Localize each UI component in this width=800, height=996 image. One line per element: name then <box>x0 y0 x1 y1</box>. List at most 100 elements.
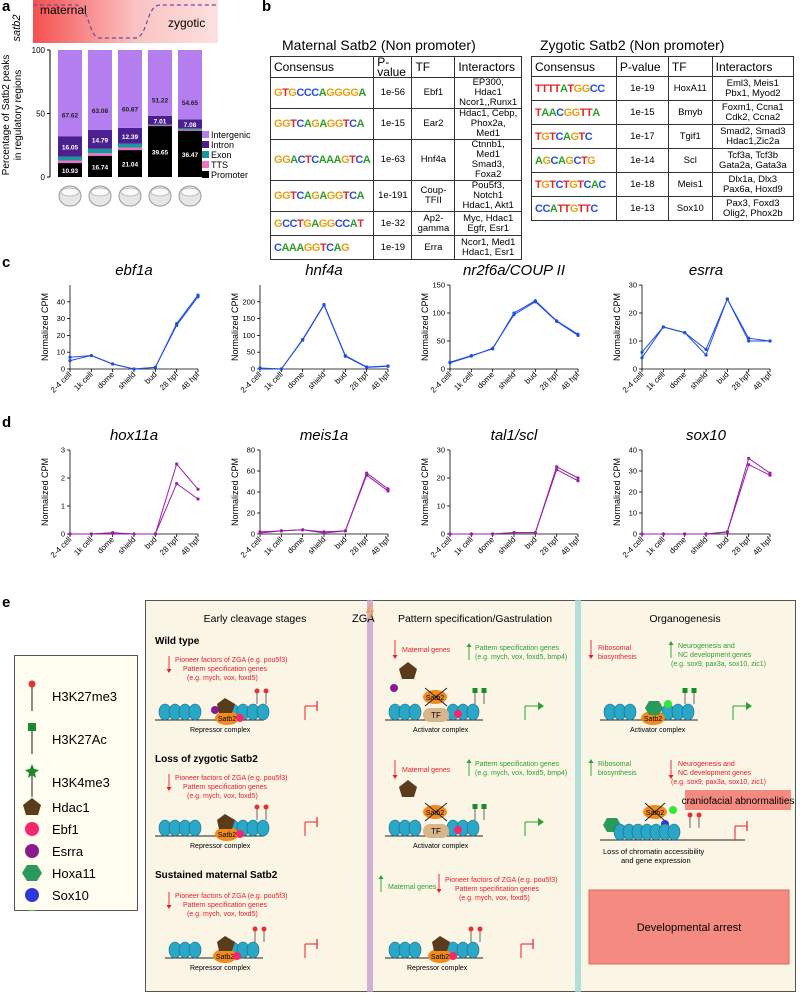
x-tick-label: shield <box>116 535 137 556</box>
p-value: 1e-13 <box>616 197 668 221</box>
legend-swatch <box>202 161 209 168</box>
legend-label: Esrra <box>52 844 84 859</box>
data-point <box>534 531 537 534</box>
legend-label: Exon <box>211 150 232 160</box>
nucleosome-icon <box>189 942 201 958</box>
data-point <box>640 351 643 354</box>
table-header: Interactors <box>455 57 522 78</box>
nucleosome-icon <box>467 704 479 720</box>
neuro-text: NC development genes <box>678 770 752 777</box>
x-tick-label: dome <box>476 370 497 391</box>
loss-text: and gene expression <box>621 856 691 865</box>
x-tick-label: 48 hpf <box>751 535 774 558</box>
bar-segment-tts <box>148 125 172 126</box>
hoxa11-hexagon-icon <box>22 865 42 881</box>
y-tick-label: 40 <box>629 446 637 455</box>
data-point <box>386 365 389 368</box>
legend-label: TTS <box>211 160 228 170</box>
data-point <box>154 366 157 369</box>
repressor-complex-label: Repressor complex <box>190 965 251 972</box>
legend-swatch <box>202 141 209 148</box>
nucleosome-icon <box>624 704 636 720</box>
intron-value: 14.79 <box>92 137 109 144</box>
intron-value: 12.39 <box>122 134 139 141</box>
h3k27me3-mark-icon <box>469 927 474 932</box>
y-axis-label: Normalized CPM <box>612 293 622 361</box>
data-point <box>68 532 71 535</box>
loss-text: Loss of chromatin accessibility <box>603 847 705 856</box>
legend-label: H3K27Ac <box>52 732 107 747</box>
x-tick-label: 1k cell <box>452 370 475 393</box>
x-tick-label: 28 hpf <box>730 370 753 393</box>
table-row: GGTCAGAGGTCA 1e-191 Coup-TFII Pou5f3, Notch… <box>271 181 522 212</box>
maternal-genes-text: Maternal genes <box>402 647 451 654</box>
down-arrow <box>167 669 172 673</box>
data-point <box>470 355 473 358</box>
p-value: 1e-15 <box>374 109 412 140</box>
data-point <box>768 339 771 342</box>
nucleosome-icon <box>257 820 269 836</box>
h3k27me3-mark-icon <box>264 805 269 810</box>
satb2-label: Satb2 <box>216 954 234 961</box>
consensus-motif-logo: TTTTATGGCC <box>532 77 617 101</box>
x-tick-label: dome <box>668 370 689 391</box>
h3k27ac-mark-icon <box>473 688 478 693</box>
y-tick-label: 30 <box>57 314 65 323</box>
intron-value: 7.01 <box>154 118 167 125</box>
repressor-complex-label: Repressor complex <box>407 965 468 972</box>
data-point <box>175 462 178 465</box>
y-tick-label: 80 <box>247 446 255 455</box>
esrra-circle-icon <box>25 844 39 858</box>
bar-segment-tts <box>118 148 142 151</box>
consensus-motif-logo: GTGCCCAGGGGA <box>271 78 374 109</box>
interactors: Dlx1a, Dlx3 Pax6a, Hoxd9 <box>712 173 793 197</box>
data-point <box>68 359 71 362</box>
h3k27me3-mark-icon <box>478 927 483 932</box>
table-header: P-value <box>616 57 668 77</box>
data-point <box>154 532 157 535</box>
maternal-genes-text: Maternal genes <box>388 884 437 891</box>
y-tick-label: 10 <box>629 509 637 518</box>
consensus-motif-logo: AGCAGCTG <box>532 149 617 173</box>
intron-value: 7.08 <box>184 122 197 129</box>
intron-value: 16.05 <box>62 144 79 151</box>
p-value: 1e-32 <box>374 212 412 236</box>
hdac1-pentagon-icon <box>23 798 41 815</box>
data-point <box>448 532 451 535</box>
h3k27ac-mark-icon <box>683 688 688 693</box>
x-tick-label: 28 hpf <box>158 535 181 558</box>
activation-arrow <box>538 818 544 826</box>
y-tick-label: 30 <box>629 467 637 476</box>
maternal-genes-text: Maternal genes <box>402 767 451 774</box>
h3k27me3-mark-icon <box>688 813 693 818</box>
data-point <box>683 532 686 535</box>
p-value: 1e-191 <box>374 181 412 212</box>
consensus-motif-logo: CCATTGTTC <box>532 197 617 221</box>
pioneer-text: Pattern specification genes <box>455 886 540 893</box>
neuro-text: Neurogenesis and <box>678 761 735 768</box>
x-tick-label: dome <box>476 535 497 556</box>
data-point <box>365 474 368 477</box>
p-value: 1e-15 <box>616 101 668 125</box>
x-tick-label: bud <box>333 370 349 386</box>
y-axis-label: Normalized CPM <box>420 458 430 526</box>
column-title: Pattern specification/Gastrulation <box>398 613 552 625</box>
x-tick-label: 1k cell <box>262 370 285 393</box>
data-point <box>90 532 93 535</box>
y-tick-label: 3 <box>61 446 65 455</box>
tf-label: TF <box>431 711 441 720</box>
consensus-motif-logo: TAACGGTTA <box>532 101 617 125</box>
satb2-label: Satb2 <box>646 810 664 817</box>
intergenic-value: 51.22 <box>152 97 169 104</box>
organogenesis-divider <box>575 600 581 992</box>
y-tick-label: 50 <box>247 348 255 357</box>
table-row: GTGCCCAGGGGA 1e-56 Ebf1 EP300, Hdac1 Ncor1,,… <box>271 78 522 109</box>
data-point <box>683 331 686 334</box>
series-line <box>260 305 388 369</box>
legend-label: Tgif1 <box>52 910 81 911</box>
x-tick-label: 1k cell <box>262 535 285 558</box>
pioneer-text: (e.g. mych, vox, foxd5) <box>187 911 258 918</box>
x-tick-label: 1k cell <box>452 535 475 558</box>
x-tick-label: bud <box>715 535 731 551</box>
pioneer-text: Pioneer factors of ZGA (e.g. pou5f3) <box>175 657 287 664</box>
